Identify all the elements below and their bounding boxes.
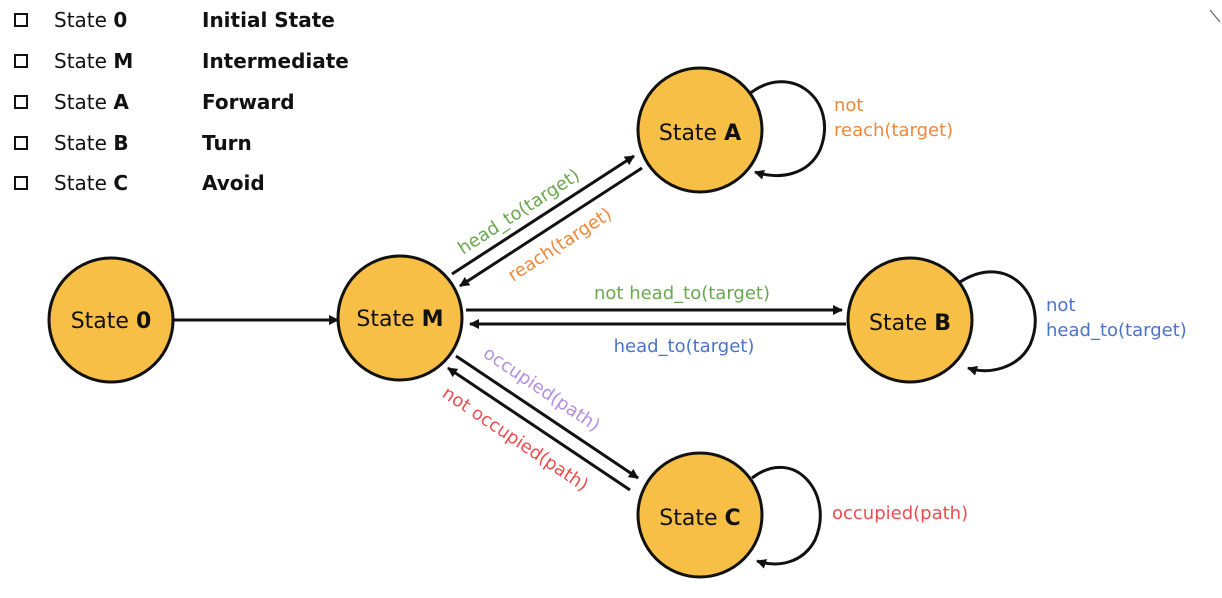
self-loop-b	[959, 270, 1037, 376]
legend-item-state-b: State B Turn	[14, 131, 252, 155]
svg-text:State 0: State 0	[71, 309, 152, 334]
svg-text:State A: State A	[659, 121, 741, 146]
legend-description: Initial State	[202, 8, 335, 32]
checkbox-icon	[14, 176, 28, 190]
edge-a-to-m	[459, 166, 643, 288]
checkbox-icon	[14, 95, 28, 109]
legend-description: Turn	[202, 131, 252, 155]
label-a-self-line2: reach(target)	[834, 120, 953, 141]
legend-description: Forward	[202, 90, 295, 114]
node-state-0: State 0	[47, 256, 175, 384]
legend-state-prefix: State	[54, 90, 107, 114]
legend-state-prefix: State	[54, 8, 107, 32]
label-c-self: occupied(path)	[832, 503, 968, 524]
edge-m-to-c	[455, 354, 639, 480]
label-b-to-m: head_to(target)	[614, 336, 755, 357]
legend-state-prefix: State	[54, 131, 107, 155]
label-b-self-line1: not	[1046, 295, 1075, 316]
corner-mark	[1209, 9, 1221, 23]
self-loop-a	[747, 80, 827, 180]
label-m-to-b: not head_to(target)	[594, 283, 770, 304]
legend-state-label: State 0	[54, 8, 202, 32]
edge-c-to-m	[447, 366, 631, 492]
legend-item-state-c: State C Avoid	[14, 171, 265, 195]
legend-state-prefix: State	[54, 49, 107, 73]
legend-state-label: State M	[54, 49, 202, 73]
checkbox-icon	[14, 54, 28, 68]
legend-item-state-m: State M Intermediate	[14, 49, 349, 73]
edge-m-to-a	[451, 154, 635, 276]
svg-text:State B: State B	[869, 311, 951, 336]
label-a-self-line1: not	[834, 95, 863, 116]
svg-text:State C: State C	[659, 506, 740, 531]
legend-state-id: B	[113, 131, 129, 155]
legend-state-prefix: State	[54, 171, 107, 195]
legend-description: Intermediate	[202, 49, 349, 73]
legend-state-id: A	[113, 90, 129, 114]
legend-state-id: 0	[113, 8, 128, 32]
node-state-a: State A	[636, 66, 764, 194]
checkbox-icon	[14, 136, 28, 150]
legend-state-label: State B	[54, 131, 202, 155]
legend-state-id: C	[113, 171, 128, 195]
label-b-self-line2: head_to(target)	[1046, 320, 1187, 341]
svg-text:State M: State M	[356, 307, 443, 332]
legend-state-label: State A	[54, 90, 202, 114]
legend-item-state-0: State 0 Initial State	[14, 8, 335, 32]
legend-state-id: M	[113, 49, 134, 73]
legend-item-state-a: State A Forward	[14, 90, 295, 114]
node-state-b: State B	[846, 256, 974, 384]
legend-state-label: State C	[54, 171, 202, 195]
checkbox-icon	[14, 13, 28, 27]
legend-description: Avoid	[202, 171, 265, 195]
node-state-m: State M	[336, 254, 464, 382]
node-state-c: State C	[636, 451, 764, 579]
self-loop-c	[751, 465, 822, 569]
